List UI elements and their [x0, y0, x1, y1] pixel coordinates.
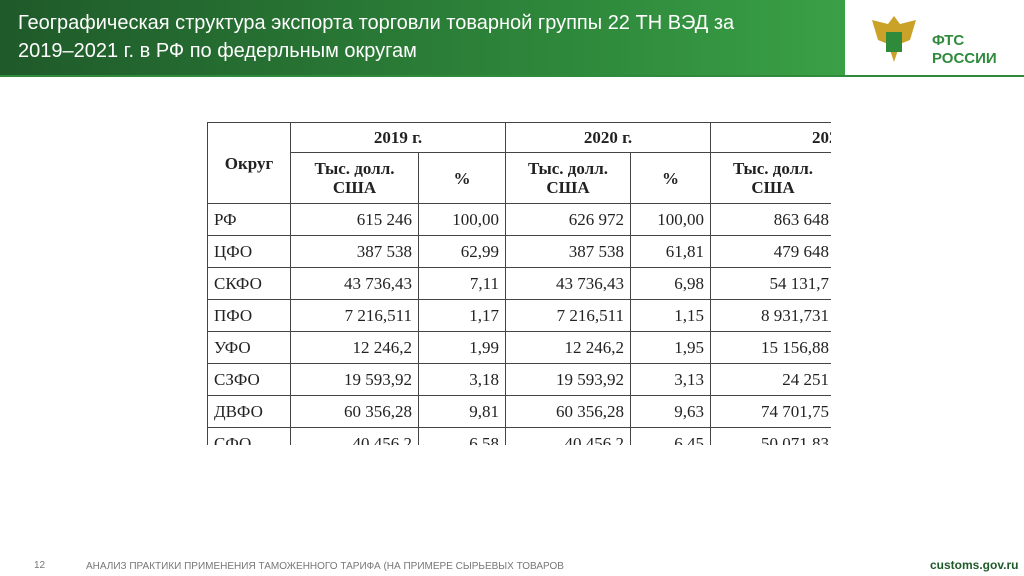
value-cell: 3,13	[630, 363, 711, 396]
value-cell: 62,99	[418, 235, 506, 268]
data-row: ДВФО 60 356,28 9,81 60 356,28 9,63 74 701,75	[207, 395, 831, 428]
region-cell: СЗФО	[207, 363, 291, 396]
value-cell: 3,18	[418, 363, 506, 396]
site-link[interactable]: customs.gov.ru	[930, 558, 1019, 572]
value-cell: 1,99	[418, 331, 506, 364]
value-cell: 12 246,2	[505, 331, 631, 364]
value-cell: 7 216,511	[290, 299, 419, 332]
value-cell: 6,58	[418, 427, 506, 445]
title-line: Географическая структура экспорта торгов…	[18, 12, 735, 34]
value-cell: 54 131,7	[710, 267, 831, 300]
value-cell: 24 251	[710, 363, 831, 396]
title-line: 2019–2021 г. в РФ по федерльным округам	[18, 40, 417, 62]
data-row: СФО 40 456,2 6,58 40 456,2 6,45 50 071,83	[207, 427, 831, 445]
value-cell: 100,00	[630, 203, 711, 236]
data-row: ПФО 7 216,511 1,17 7 216,511 1,15 8 931,731	[207, 299, 831, 332]
value-cell: 43 736,43	[290, 267, 419, 300]
value-cell: 626 972	[505, 203, 631, 236]
value-cell: 60 356,28	[290, 395, 419, 428]
footer-text: АНАЛИЗ ПРАКТИКИ ПРИМЕНЕНИЯ ТАМОЖЕННОГО Т…	[86, 561, 564, 572]
value-cell: 43 736,43	[505, 267, 631, 300]
value-cell: 387 538	[505, 235, 631, 268]
table-body: РФ 615 246 100,00 626 972 100,00 863 648 ЦФО 38…	[207, 203, 831, 445]
value-cell: 7 216,511	[505, 299, 631, 332]
value-cell: 19 593,92	[290, 363, 419, 396]
region-cell: ПФО	[207, 299, 291, 332]
value-cell: 479 648	[710, 235, 831, 268]
value-cell: 1,95	[630, 331, 711, 364]
logo: ФТС РОССИИ	[866, 10, 1016, 70]
data-row: УФО 12 246,2 1,99 12 246,2 1,95 15 156,88	[207, 331, 831, 364]
value-cell: 40 456,2	[290, 427, 419, 445]
value-cell: 15 156,88	[710, 331, 831, 364]
region-cell: ЦФО	[207, 235, 291, 268]
value-cell: 387 538	[290, 235, 419, 268]
region-cell: ДВФО	[207, 395, 291, 428]
subheader-cell: Тыс. долл. США	[505, 152, 631, 204]
subheader-cell: %	[630, 152, 711, 204]
region-cell: РФ	[207, 203, 291, 236]
data-row: СЗФО 19 593,92 3,18 19 593,92 3,13 24 251	[207, 363, 831, 396]
logo-text: РОССИИ	[932, 50, 997, 67]
region-cell: СКФО	[207, 267, 291, 300]
subheader-row: Тыс. долл. США% Тыс. долл. США% Тыс. долл.…	[208, 152, 831, 204]
header-cell: 2020 г.	[505, 122, 711, 154]
data-row: РФ 615 246 100,00 626 972 100,00 863 648	[207, 203, 831, 236]
header-cell: Округ	[207, 122, 291, 204]
subheader-cell: %	[418, 152, 506, 204]
value-cell: 6,98	[630, 267, 711, 300]
divider	[0, 75, 1024, 77]
subheader-cell: Тыс. долл. США	[710, 152, 831, 204]
footer: 12 АНАЛИЗ ПРАКТИКИ ПРИМЕНЕНИЯ ТАМОЖЕННОГ…	[0, 558, 1024, 576]
value-cell: 74 701,75	[710, 395, 831, 428]
header-band: Географическая структура экспорта торгов…	[0, 0, 845, 75]
value-cell: 7,11	[418, 267, 506, 300]
region-cell: УФО	[207, 331, 291, 364]
value-cell: 615 246	[290, 203, 419, 236]
value-cell: 1,17	[418, 299, 506, 332]
value-cell: 8 931,731	[710, 299, 831, 332]
value-cell: 9,63	[630, 395, 711, 428]
data-row: ЦФО 387 538 62,99 387 538 61,81 479 648	[207, 235, 831, 268]
page-number: 12	[34, 560, 46, 571]
header-cell: 2019 г.	[290, 122, 506, 154]
value-cell: 19 593,92	[505, 363, 631, 396]
data-row: СКФО 43 736,43 7,11 43 736,43 6,98 54 131,7	[207, 267, 831, 300]
value-cell: 863 648	[710, 203, 831, 236]
value-cell: 50 071,83	[710, 427, 831, 445]
subheader-cell: Тыс. долл. США	[290, 152, 419, 204]
header-cell: 2021	[710, 122, 831, 154]
region-cell: СФО	[207, 427, 291, 445]
value-cell: 61,81	[630, 235, 711, 268]
value-cell: 1,15	[630, 299, 711, 332]
value-cell: 12 246,2	[290, 331, 419, 364]
value-cell: 60 356,28	[505, 395, 631, 428]
emblem	[872, 16, 916, 62]
value-cell: 9,81	[418, 395, 506, 428]
value-cell: 6,45	[630, 427, 711, 445]
logo-text: ФТС	[932, 32, 965, 49]
value-cell: 40 456,2	[505, 427, 631, 445]
value-cell: 100,00	[418, 203, 506, 236]
